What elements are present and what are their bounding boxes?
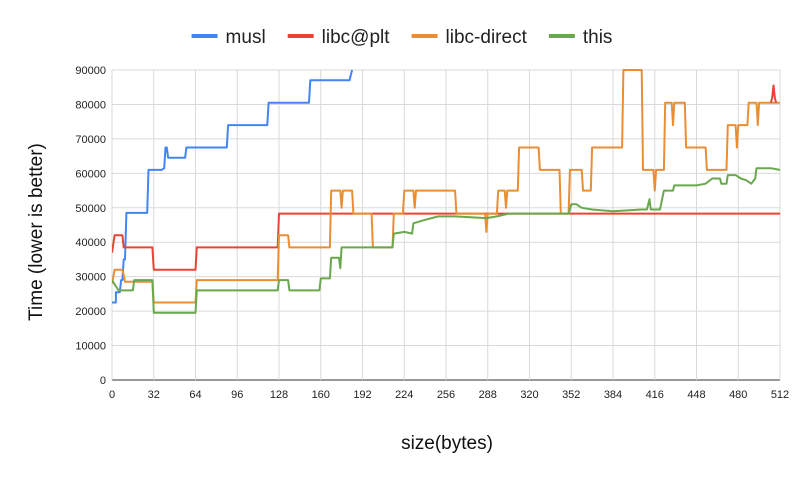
x-tick-label: 128 — [270, 389, 288, 401]
x-tick-label: 0 — [109, 389, 115, 401]
legend-label: libc-direct — [446, 27, 528, 48]
y-tick-label: 50000 — [75, 203, 106, 215]
x-tick-labels: 0 32 64 96 128 160 192 224 256 288 320 352 384 416 448… — [109, 389, 789, 401]
y-tick-label: 30000 — [75, 272, 106, 284]
legend-label: libc@plt — [322, 27, 391, 48]
legend-label: musl — [226, 27, 266, 48]
series-line-musl — [112, 69, 354, 304]
x-tick-label: 160 — [312, 389, 330, 401]
y-axis-title: Time (lower is better) — [26, 143, 47, 321]
y-tick-label: 40000 — [75, 237, 106, 249]
y-tick-label: 70000 — [75, 134, 106, 146]
x-tick-label: 416 — [646, 389, 664, 401]
x-tick-label: 192 — [353, 389, 371, 401]
x-tick-label: 32 — [148, 389, 160, 401]
x-tick-label: 512 — [771, 389, 789, 401]
y-tick-label: 90000 — [75, 65, 106, 77]
x-tick-label: 320 — [520, 389, 538, 401]
x-tick-label: 256 — [437, 389, 455, 401]
x-axis-title: size(bytes) — [401, 433, 493, 454]
x-tick-label: 448 — [687, 389, 705, 401]
y-tick-labels: 0 10000 20000 30000 40000 50000 60000 70000 8000… — [75, 65, 106, 387]
x-tick-label: 224 — [395, 389, 413, 401]
legend: musl libc@plt libc-direct this — [191, 27, 613, 48]
x-tick-label: 352 — [562, 389, 580, 401]
y-tick-label: 20000 — [75, 306, 106, 318]
x-tick-label: 288 — [479, 389, 497, 401]
series-line-libc-plt — [112, 212, 780, 271]
legend-label: this — [583, 27, 613, 48]
y-tick-label: 80000 — [75, 99, 106, 111]
series-line-libc-direct — [112, 69, 780, 304]
x-tick-label: 64 — [189, 389, 201, 401]
y-tick-label: 10000 — [75, 341, 106, 353]
x-tick-label: 96 — [231, 389, 243, 401]
x-tick-label: 384 — [604, 389, 622, 401]
x-tick-label: 480 — [729, 389, 747, 401]
y-tick-label: 0 — [100, 375, 106, 387]
y-tick-label: 60000 — [75, 168, 106, 180]
series-line-this — [112, 167, 780, 314]
series-line-spike — [769, 84, 778, 103]
plot-lines — [112, 69, 780, 314]
plot-grid — [111, 69, 781, 381]
